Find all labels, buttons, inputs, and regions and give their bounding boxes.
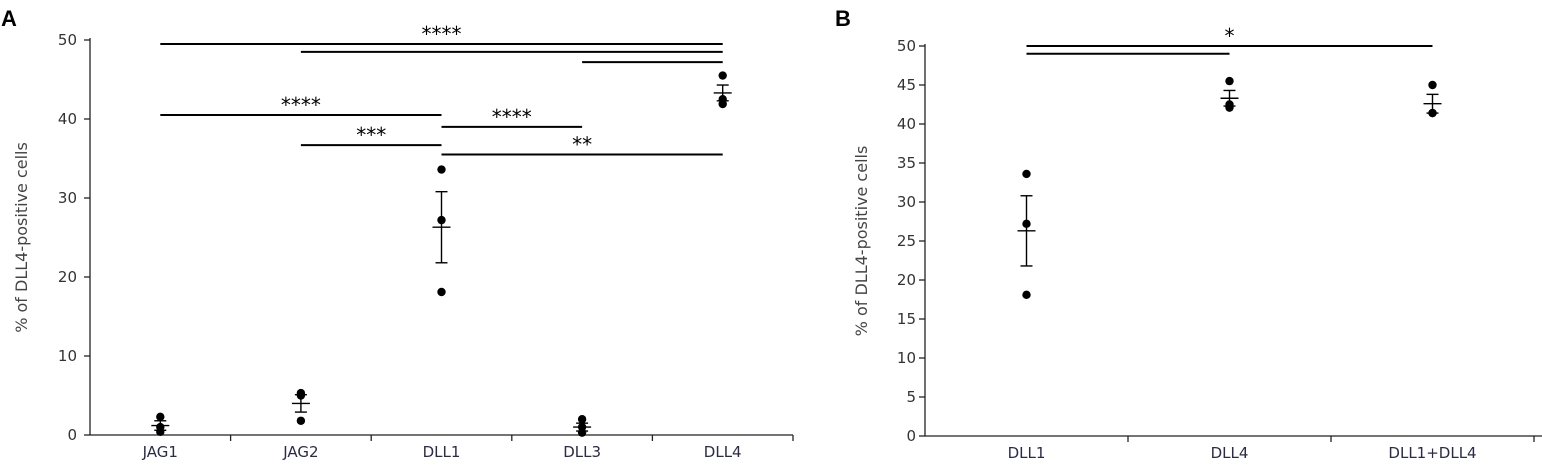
panel-a-significance-label: ****	[422, 22, 462, 46]
panel-b-y-tick-label: 20	[897, 271, 916, 289]
panel-b-data-point	[1428, 108, 1437, 118]
panel-a-data-point	[156, 427, 165, 437]
panel-b-y-tick-label: 50	[897, 37, 916, 55]
panel-b-x-category-label: DLL1	[1008, 444, 1046, 462]
panel-b-data-point	[1022, 219, 1031, 229]
panel-b-y-tick-label: 35	[897, 154, 916, 172]
panel-a-chart: 0 10 20 30 40 50 % of DLL4-positive cells JAG1 J…	[12, 22, 794, 461]
panel-a-significance-label: ****	[281, 93, 321, 117]
panel-b-y-tick-label: 10	[897, 349, 916, 367]
panel-a-data-point	[577, 428, 587, 437]
panel-b-y-axis-title: % of DLL4-positive cells	[852, 146, 871, 337]
panel-a-data-point	[437, 287, 446, 297]
panel-b-y-tick-label: 25	[897, 232, 916, 250]
panel-a-data-point	[718, 71, 727, 80]
panel-b-data-point	[1022, 169, 1031, 179]
panel-a-y-tick-label: 10	[58, 347, 77, 365]
panel-a-data-point	[577, 415, 587, 424]
panel-a-x-category-label: JAG1	[142, 443, 178, 461]
panel-a-data-point	[718, 99, 727, 109]
panel-a-data-point	[437, 215, 446, 225]
panel-a-significance-label: ****	[492, 105, 532, 129]
panel-b-y-tick-label: 0	[906, 427, 916, 445]
panel-b-x-category-label: DLL4	[1211, 444, 1249, 462]
panel-b-y-tick-label: 40	[897, 115, 916, 133]
panel-a-y-tick-label: 20	[58, 268, 77, 286]
panel-b-y-tick-label: 30	[897, 193, 916, 211]
panel-b-data-point	[1225, 103, 1234, 112]
panel-a-label: A	[1, 6, 17, 31]
panel-a-y-tick-label: 0	[67, 426, 77, 444]
panel-a-x-category-label: DLL4	[704, 443, 742, 461]
panel-a-y-axis-title: % of DLL4-positive cells	[12, 142, 31, 333]
panel-a-significance-label: **	[572, 133, 592, 157]
panel-b-chart: 0 5 10 15 20 25 30 35 40 45 50 % of DLL4-positive c…	[852, 24, 1542, 462]
panel-a-x-category-label: DLL3	[563, 443, 601, 461]
panel-b-y-tick-label: 45	[897, 76, 916, 94]
panel-a-significance-label: ***	[356, 123, 386, 147]
panel-a-data-point	[296, 416, 306, 425]
panel-b-label: B	[835, 6, 851, 31]
panel-a-data-point	[156, 412, 165, 422]
panel-b-data-point	[1428, 80, 1437, 90]
panel-a-data-point	[437, 165, 446, 174]
panel-b-data-point	[1225, 76, 1234, 86]
panel-a-y-tick-label: 30	[58, 189, 77, 207]
panel-a-x-category-label: JAG2	[282, 443, 318, 461]
panel-a-y-tick-label: 50	[58, 31, 77, 49]
panel-b-x-category-label: DLL1+DLL4	[1388, 444, 1476, 462]
panel-a-data-point	[296, 391, 306, 400]
panel-b-significance-label: *	[1225, 24, 1235, 48]
panel-a-y-tick-label: 40	[58, 110, 77, 128]
panel-b-data-point	[1022, 290, 1031, 300]
panel-b-y-tick-label: 5	[906, 388, 916, 406]
panel-b-y-tick-label: 15	[897, 310, 916, 328]
panel-a-x-category-label: DLL1	[423, 443, 461, 461]
